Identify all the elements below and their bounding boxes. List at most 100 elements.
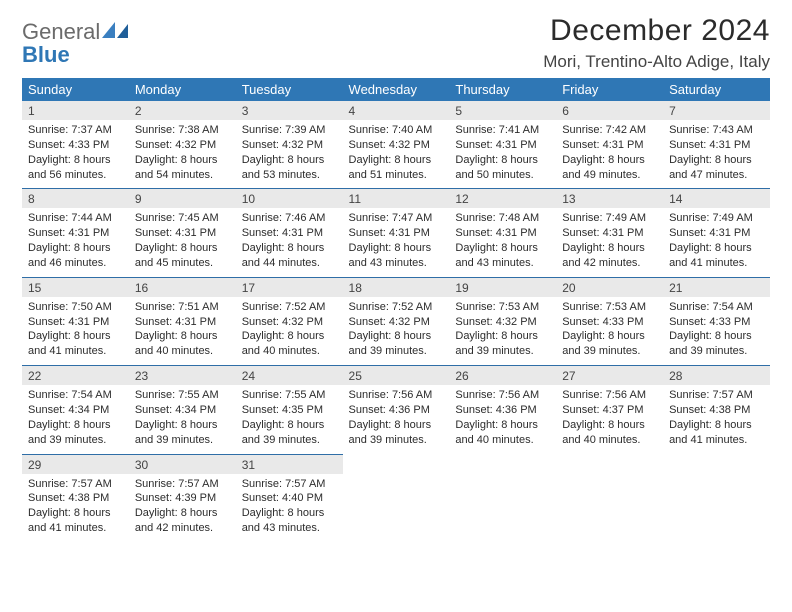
sunset-text: Sunset: 4:32 PM — [242, 315, 337, 330]
daylight-text: Daylight: 8 hours and 41 minutes. — [669, 418, 764, 448]
empty-cell — [343, 454, 450, 474]
weekday-header: Sunday — [22, 78, 129, 101]
day-info-cell: Sunrise: 7:44 AMSunset: 4:31 PMDaylight:… — [22, 208, 129, 276]
sunset-text: Sunset: 4:33 PM — [562, 315, 657, 330]
sunset-text: Sunset: 4:31 PM — [135, 315, 230, 330]
sunrise-text: Sunrise: 7:37 AM — [28, 123, 123, 138]
day-info-cell: Sunrise: 7:40 AMSunset: 4:32 PMDaylight:… — [343, 120, 450, 188]
date-cell: 2 — [129, 101, 236, 120]
empty-cell — [449, 454, 556, 474]
daylight-text: Daylight: 8 hours and 53 minutes. — [242, 153, 337, 183]
sunset-text: Sunset: 4:32 PM — [349, 138, 444, 153]
sunrise-text: Sunrise: 7:38 AM — [135, 123, 230, 138]
daylight-text: Daylight: 8 hours and 43 minutes. — [242, 506, 337, 536]
day-info-cell: Sunrise: 7:48 AMSunset: 4:31 PMDaylight:… — [449, 208, 556, 276]
date-cell: 29 — [22, 454, 129, 474]
weekday-header: Wednesday — [343, 78, 450, 101]
daylight-text: Daylight: 8 hours and 54 minutes. — [135, 153, 230, 183]
sunrise-text: Sunrise: 7:43 AM — [669, 123, 764, 138]
sunset-text: Sunset: 4:31 PM — [455, 138, 550, 153]
daylight-text: Daylight: 8 hours and 42 minutes. — [562, 241, 657, 271]
brand-text: General Blue — [22, 20, 100, 66]
daylight-text: Daylight: 8 hours and 40 minutes. — [135, 329, 230, 359]
date-row: 15161718192021 — [22, 277, 770, 297]
sunset-text: Sunset: 4:31 PM — [669, 226, 764, 241]
daylight-text: Daylight: 8 hours and 40 minutes. — [242, 329, 337, 359]
date-cell: 9 — [129, 188, 236, 208]
day-info-cell: Sunrise: 7:57 AMSunset: 4:40 PMDaylight:… — [236, 474, 343, 542]
sunset-text: Sunset: 4:38 PM — [669, 403, 764, 418]
sunrise-text: Sunrise: 7:56 AM — [349, 388, 444, 403]
title-block: December 2024 Mori, Trentino-Alto Adige,… — [543, 14, 770, 72]
daylight-text: Daylight: 8 hours and 47 minutes. — [669, 153, 764, 183]
calendar-table: SundayMondayTuesdayWednesdayThursdayFrid… — [22, 78, 770, 542]
date-row: 22232425262728 — [22, 365, 770, 385]
date-cell: 13 — [556, 188, 663, 208]
weekday-header: Tuesday — [236, 78, 343, 101]
sunset-text: Sunset: 4:31 PM — [455, 226, 550, 241]
sunrise-text: Sunrise: 7:49 AM — [562, 211, 657, 226]
daylight-text: Daylight: 8 hours and 43 minutes. — [455, 241, 550, 271]
day-info-cell: Sunrise: 7:38 AMSunset: 4:32 PMDaylight:… — [129, 120, 236, 188]
date-cell: 12 — [449, 188, 556, 208]
weekday-header: Saturday — [663, 78, 770, 101]
date-cell: 23 — [129, 365, 236, 385]
daylight-text: Daylight: 8 hours and 39 minutes. — [242, 418, 337, 448]
daylight-text: Daylight: 8 hours and 39 minutes. — [28, 418, 123, 448]
day-info-cell: Sunrise: 7:45 AMSunset: 4:31 PMDaylight:… — [129, 208, 236, 276]
date-cell: 7 — [663, 101, 770, 120]
sunrise-text: Sunrise: 7:39 AM — [242, 123, 337, 138]
daylight-text: Daylight: 8 hours and 39 minutes. — [349, 329, 444, 359]
sunset-text: Sunset: 4:32 PM — [349, 315, 444, 330]
sail-icon — [102, 22, 128, 38]
info-row: Sunrise: 7:57 AMSunset: 4:38 PMDaylight:… — [22, 474, 770, 542]
day-info-cell: Sunrise: 7:43 AMSunset: 4:31 PMDaylight:… — [663, 120, 770, 188]
daylight-text: Daylight: 8 hours and 41 minutes. — [28, 329, 123, 359]
day-info-cell: Sunrise: 7:54 AMSunset: 4:33 PMDaylight:… — [663, 297, 770, 365]
date-row: 293031 — [22, 454, 770, 474]
info-row: Sunrise: 7:54 AMSunset: 4:34 PMDaylight:… — [22, 385, 770, 453]
day-info-cell: Sunrise: 7:49 AMSunset: 4:31 PMDaylight:… — [556, 208, 663, 276]
date-cell: 4 — [343, 101, 450, 120]
date-cell: 18 — [343, 277, 450, 297]
day-info-cell: Sunrise: 7:57 AMSunset: 4:38 PMDaylight:… — [663, 385, 770, 453]
date-cell: 11 — [343, 188, 450, 208]
date-cell: 15 — [22, 277, 129, 297]
sunrise-text: Sunrise: 7:57 AM — [242, 477, 337, 492]
sunrise-text: Sunrise: 7:55 AM — [242, 388, 337, 403]
weekday-header: Thursday — [449, 78, 556, 101]
date-cell: 6 — [556, 101, 663, 120]
empty-cell — [556, 474, 663, 542]
date-row: 1234567 — [22, 101, 770, 120]
sunrise-text: Sunrise: 7:48 AM — [455, 211, 550, 226]
day-info-cell: Sunrise: 7:52 AMSunset: 4:32 PMDaylight:… — [236, 297, 343, 365]
day-info-cell: Sunrise: 7:57 AMSunset: 4:38 PMDaylight:… — [22, 474, 129, 542]
day-info-cell: Sunrise: 7:56 AMSunset: 4:37 PMDaylight:… — [556, 385, 663, 453]
brand-logo: General Blue — [22, 14, 128, 66]
date-cell: 19 — [449, 277, 556, 297]
sunset-text: Sunset: 4:35 PM — [242, 403, 337, 418]
date-cell: 30 — [129, 454, 236, 474]
day-info-cell: Sunrise: 7:54 AMSunset: 4:34 PMDaylight:… — [22, 385, 129, 453]
day-info-cell: Sunrise: 7:55 AMSunset: 4:35 PMDaylight:… — [236, 385, 343, 453]
sunset-text: Sunset: 4:32 PM — [455, 315, 550, 330]
sunrise-text: Sunrise: 7:47 AM — [349, 211, 444, 226]
sunrise-text: Sunrise: 7:57 AM — [669, 388, 764, 403]
sunrise-text: Sunrise: 7:52 AM — [242, 300, 337, 315]
day-info-cell: Sunrise: 7:53 AMSunset: 4:32 PMDaylight:… — [449, 297, 556, 365]
sunrise-text: Sunrise: 7:54 AM — [669, 300, 764, 315]
daylight-text: Daylight: 8 hours and 39 minutes. — [349, 418, 444, 448]
date-cell: 31 — [236, 454, 343, 474]
sunset-text: Sunset: 4:33 PM — [669, 315, 764, 330]
day-info-cell: Sunrise: 7:37 AMSunset: 4:33 PMDaylight:… — [22, 120, 129, 188]
date-cell: 26 — [449, 365, 556, 385]
date-cell: 17 — [236, 277, 343, 297]
date-cell: 16 — [129, 277, 236, 297]
empty-cell — [663, 454, 770, 474]
weekday-header: Friday — [556, 78, 663, 101]
date-cell: 8 — [22, 188, 129, 208]
date-cell: 1 — [22, 101, 129, 120]
daylight-text: Daylight: 8 hours and 41 minutes. — [28, 506, 123, 536]
sunrise-text: Sunrise: 7:57 AM — [135, 477, 230, 492]
calendar-head: SundayMondayTuesdayWednesdayThursdayFrid… — [22, 78, 770, 101]
